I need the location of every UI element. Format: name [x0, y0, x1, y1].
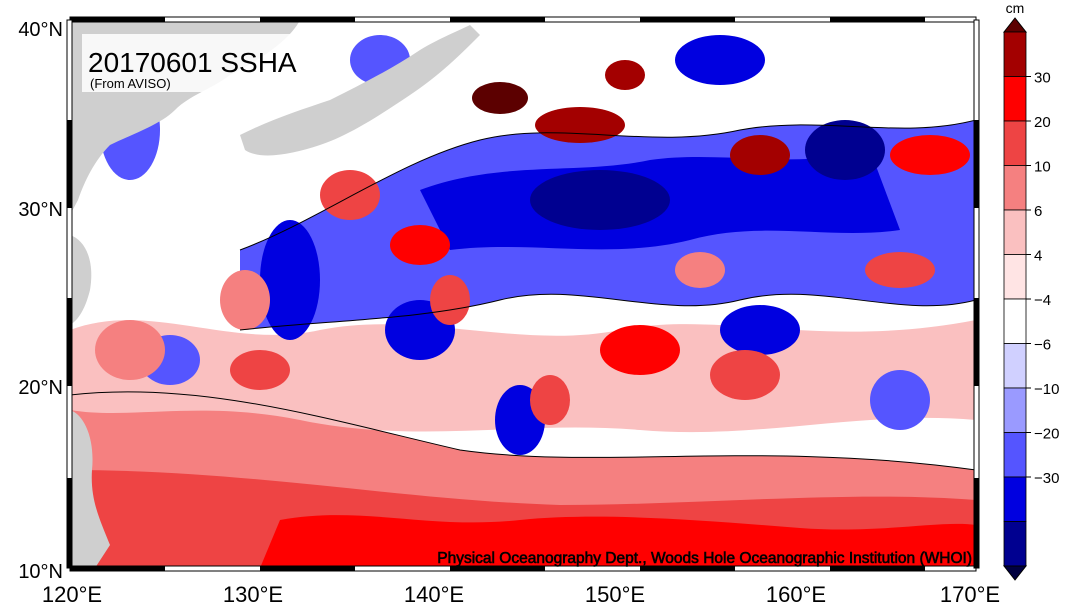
lon-label: 130°E: [223, 582, 283, 606]
credit-text: Physical Oceanography Dept., Woods Hole …: [437, 550, 972, 567]
warm-eddy: [890, 135, 970, 175]
colorbar-label: 30: [1034, 70, 1051, 87]
lat-label: 30°N: [18, 199, 63, 221]
land-philippines: [70, 410, 110, 568]
lon-label: 140°E: [404, 582, 464, 606]
colorbar-label: 20: [1034, 114, 1051, 131]
warm-eddy: [675, 252, 725, 288]
warm-eddy: [430, 275, 470, 325]
colorbar-segment: [1003, 387, 1027, 433]
title-box: [82, 34, 332, 92]
colorbar-segment: [1003, 120, 1027, 166]
warm-eddy: [230, 350, 290, 390]
cold-eddy: [870, 370, 930, 430]
warm-eddy: [95, 320, 165, 380]
contour-line: [239, 119, 976, 251]
colorbar-unit: cm: [1006, 0, 1025, 16]
warm-eddy: [530, 375, 570, 425]
colorbar-label: −4: [1034, 292, 1051, 309]
land-japan: [240, 25, 480, 156]
colorbar-label: 4: [1034, 248, 1042, 265]
colorbar-segment: [1003, 209, 1027, 255]
lon-label: 120°E: [42, 582, 102, 606]
colorbar-segment: [1003, 476, 1027, 522]
colorbar-segment: [1003, 254, 1027, 300]
warm-eddy: [320, 170, 380, 220]
warm-eddy: [710, 350, 780, 400]
colorbar-segment: [1003, 521, 1027, 567]
warm-eddy: [472, 82, 528, 114]
cold-eddy: [805, 120, 885, 180]
colorbar-label: −20: [1034, 426, 1059, 443]
warm-eddy: [220, 270, 270, 330]
cold-eddy: [720, 305, 800, 355]
colorbar-segment: [1003, 432, 1027, 478]
land-taiwan: [70, 235, 92, 325]
contour-line: [70, 391, 976, 471]
south-warm-core: [260, 515, 976, 568]
colorbar: 30 20 10 6 4 −4 −6 −10 −20 −30: [1002, 17, 1059, 581]
warm-eddy: [605, 60, 645, 90]
contour-line: [239, 293, 976, 331]
lon-label: 170°E: [940, 582, 1000, 606]
map-title: 20170601 SSHA: [88, 47, 297, 78]
cold-eddy: [530, 170, 670, 230]
lon-label: 160°E: [766, 582, 826, 606]
map-panel: [70, 20, 976, 568]
colorbar-min-arrow: [1002, 565, 1028, 581]
warm-eddy: [600, 325, 680, 375]
colorbar-segment: [1003, 31, 1027, 77]
colorbar-segment: [1003, 343, 1027, 389]
colorbar-segment: [1003, 165, 1027, 211]
cold-eddy: [260, 220, 320, 340]
colorbar-label: 10: [1034, 159, 1051, 176]
cold-eddy: [675, 35, 765, 85]
lat-label: 10°N: [18, 561, 63, 583]
warm-eddy: [390, 225, 450, 265]
colorbar-segment: [1003, 298, 1027, 344]
warm-eddy: [535, 107, 625, 143]
warm-eddy: [730, 135, 790, 175]
colorbar-max-arrow: [1002, 17, 1028, 33]
lon-label: 150°E: [585, 582, 645, 606]
colorbar-label: 6: [1034, 203, 1042, 220]
colorbar-label: −30: [1034, 470, 1059, 487]
map-frame: [66, 16, 980, 572]
warm-eddy: [865, 252, 935, 288]
lat-label: 40°N: [18, 19, 63, 41]
colorbar-label: −6: [1034, 337, 1051, 354]
colorbar-segment: [1003, 76, 1027, 122]
lat-label: 20°N: [18, 377, 63, 399]
colorbar-label: −10: [1034, 381, 1059, 398]
map-subtitle: (From AVISO): [90, 76, 171, 91]
